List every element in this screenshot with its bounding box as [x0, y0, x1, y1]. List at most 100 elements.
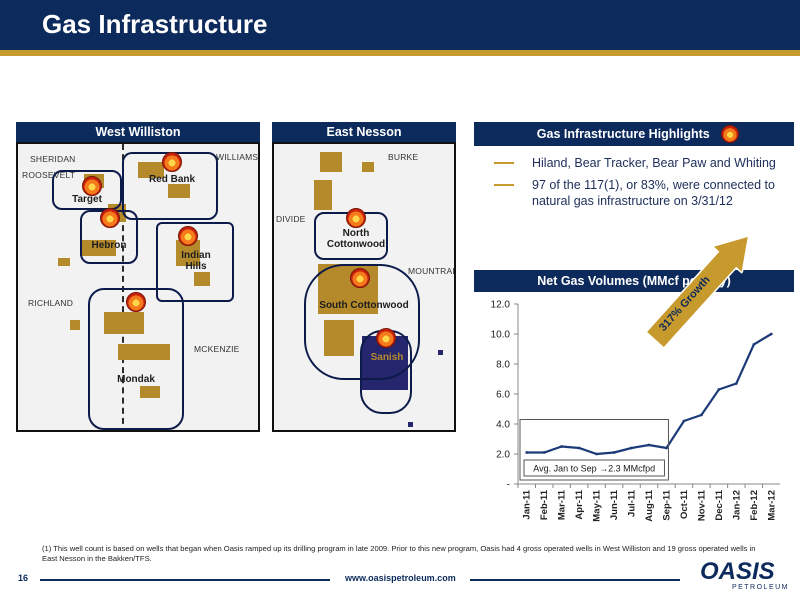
west-williston-map: SHERIDAN ROOSEVELT WILLIAMS RICHLAND MCK… — [16, 142, 260, 432]
flame-icon — [162, 152, 182, 172]
logo-wordmark: OASIS — [700, 558, 775, 585]
acreage-block — [362, 162, 374, 172]
x-tick-label: Aug-11 — [644, 489, 655, 521]
indian-hills-outline — [156, 222, 234, 302]
acreage-block — [80, 240, 116, 256]
field-label-mondak: Mondak — [117, 374, 155, 385]
x-tick-label: Oct-11 — [679, 489, 690, 519]
flame-icon — [721, 124, 740, 143]
x-tick-label: Jan-11 — [522, 489, 533, 519]
data-point — [647, 443, 651, 447]
avg-box-label: Avg. Jan to Sep →2.3 MMcfpd — [533, 464, 655, 474]
field-label-target: Target — [72, 194, 102, 205]
flame-icon — [82, 176, 102, 196]
y-tick-label: 2.0 — [496, 450, 510, 461]
data-point — [612, 451, 616, 454]
data-point — [752, 343, 756, 346]
east-nesson-map: BURKE DIVIDE MOUNTRAIL North Cottonwood … — [272, 142, 456, 432]
growth-arrow-shape — [645, 234, 750, 350]
acreage-block — [140, 386, 160, 398]
series-line — [526, 333, 772, 456]
data-point — [734, 382, 738, 385]
west-williston-header: West Williston — [16, 122, 260, 142]
x-tick-label: Jun-11 — [609, 489, 620, 520]
data-point — [665, 446, 668, 450]
chart-title: Net Gas Volumes (MMcf per day) — [474, 270, 794, 292]
flame-icon — [178, 226, 198, 246]
county-label-mountrail: MOUNTRAIL — [408, 266, 456, 276]
data-point — [630, 446, 633, 450]
flame-icon — [126, 292, 146, 312]
mondak-outline — [88, 288, 184, 430]
acreage-block — [70, 320, 80, 330]
x-tick-label: Jul-11 — [627, 489, 638, 517]
field-label-indian-hills: Indian Hills — [181, 250, 211, 272]
flame-icon — [346, 208, 366, 228]
highlights-list: Hiland, Bear Tracker, Bear Paw and Whiti… — [494, 155, 794, 215]
sanish-acreage — [408, 422, 413, 427]
acreage-block — [168, 184, 190, 198]
data-point — [682, 419, 686, 423]
y-tick-label: 10.0 — [491, 330, 511, 341]
x-tick-label: Feb-11 — [539, 489, 550, 520]
bullet-mark — [494, 184, 514, 186]
x-tick-label: Nov-11 — [696, 489, 707, 521]
x-tick-label: Jan-12 — [731, 490, 742, 520]
flame-icon — [100, 208, 120, 228]
footnote: (1) This well count is based on wells th… — [42, 544, 756, 563]
county-label-divide: DIVIDE — [276, 214, 306, 224]
data-point — [700, 413, 703, 417]
acreage-block — [118, 344, 170, 360]
x-tick-label: Mar-11 — [557, 489, 568, 520]
acreage-block — [58, 258, 70, 266]
county-label-mckenzie: MCKENZIE — [194, 344, 240, 354]
growth-arrow: 317% Growth — [640, 223, 763, 354]
sanish-acreage — [438, 350, 443, 355]
data-point — [525, 451, 529, 454]
field-label-red-bank: Red Bank — [148, 174, 196, 185]
net-gas-volumes-chart: - 2.0 4.0 6.0 8.0 10.0 12.0 Jan-11 Feb-11 Mar-11 A… — [491, 300, 780, 522]
target-outline — [52, 170, 122, 210]
field-label-north-cottonwood: North Cottonwood — [326, 228, 386, 250]
county-label-burke: BURKE — [388, 152, 419, 162]
field-label-south-cottonwood: South Cottonwood — [319, 300, 409, 311]
acreage-block — [320, 152, 342, 172]
data-point — [560, 445, 564, 448]
highlights-title: Gas Infrastructure Highlights — [536, 127, 710, 141]
footer-rule — [40, 579, 330, 581]
slide-title: Gas Infrastructure — [42, 9, 268, 39]
x-tick-label: Dec-11 — [714, 489, 725, 520]
page-number: 16 — [18, 573, 29, 583]
company-logo: OASIS PETROLEUM — [700, 560, 795, 596]
x-tick-label: Feb-12 — [749, 490, 760, 521]
x-tick-label: Sep-11 — [661, 489, 672, 520]
y-tick-label: 6.0 — [496, 390, 510, 401]
flame-icon — [376, 328, 396, 348]
slide-header: Gas Infrastructure — [0, 0, 800, 50]
y-tick-label: - — [507, 480, 510, 491]
data-point — [717, 388, 721, 391]
field-label-sanish: Sanish — [370, 352, 404, 363]
footer-rule — [470, 579, 680, 581]
highlight-text: Hiland, Bear Tracker, Bear Paw and Whiti… — [532, 156, 776, 170]
highlight-bullet: Hiland, Bear Tracker, Bear Paw and Whiti… — [494, 155, 794, 171]
logo-subtext: PETROLEUM — [731, 584, 789, 591]
south-cottonwood-outline — [304, 264, 420, 380]
acreage-block — [104, 312, 144, 334]
acreage-block — [194, 272, 210, 286]
county-label-richland: RICHLAND — [28, 298, 74, 308]
header-stripe — [0, 50, 800, 56]
x-tick-label: Mar-12 — [766, 490, 777, 521]
county-label-sheridan: SHERIDAN — [30, 154, 76, 164]
highlight-text: 97 of the 117(1), or 83%, were connected… — [532, 178, 775, 208]
data-point — [542, 451, 546, 454]
x-tick-label: May-11 — [592, 489, 603, 521]
state-border — [122, 144, 124, 430]
avg-box — [523, 459, 665, 477]
y-tick-label: 12.0 — [491, 300, 511, 311]
website-link[interactable]: www.oasispetroleum.com — [345, 573, 456, 583]
county-label-roosevelt: ROOSEVELT — [22, 170, 76, 180]
acreage-block — [138, 162, 164, 178]
acreage-block — [314, 180, 332, 210]
highlight-bullet: 97 of the 117(1), or 83%, were connected… — [494, 177, 794, 209]
